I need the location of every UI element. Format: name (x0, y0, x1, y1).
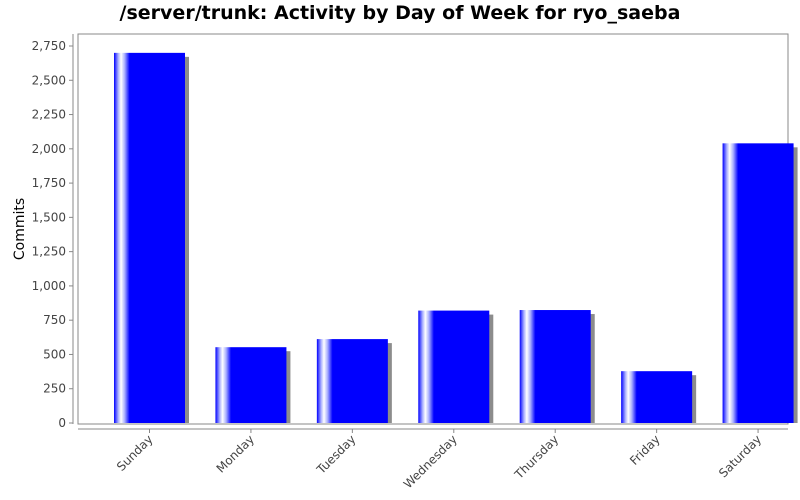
y-tick-label: 2,250 (32, 108, 66, 122)
y-tick-label: 500 (43, 347, 66, 361)
bar-wednesday (418, 310, 490, 423)
x-tick-label: Saturday (716, 432, 764, 480)
x-tick-label: Thursday (511, 432, 561, 482)
chart-title: /server/trunk: Activity by Day of Week f… (119, 2, 681, 24)
bar-saturday (722, 143, 794, 424)
bar-monday (215, 347, 287, 423)
y-tick-label: 750 (43, 313, 66, 327)
bar-friday (621, 371, 693, 423)
y-tick-label: 2,500 (32, 73, 66, 87)
y-tick-label: 1,250 (32, 245, 66, 259)
y-tick-label: 1,000 (32, 279, 66, 293)
y-axis: 0 250 500 750 1,000 1,250 1,500 1,750 2,000 2,250… (32, 34, 74, 430)
bar-sunday (114, 52, 185, 423)
bar-tuesday (316, 339, 388, 423)
y-tick-label: 2,000 (32, 142, 66, 156)
x-tick-label: Friday (627, 432, 663, 468)
y-tick-label: 1,500 (32, 210, 66, 224)
x-tick-label: Tuesday (313, 432, 358, 477)
x-tick-label: Wednesday (401, 432, 460, 491)
x-axis: Sunday Monday Tuesday Wednesday Thursday Frid… (78, 428, 788, 491)
x-tick-label: Sunday (114, 432, 156, 474)
bar-thursday (519, 310, 591, 423)
y-axis-label: Commits (12, 198, 28, 260)
y-tick-label: 2,750 (32, 39, 66, 53)
y-tick-label: 250 (43, 382, 66, 396)
bars-group (114, 52, 798, 424)
y-tick-label: 1,750 (32, 176, 66, 190)
x-tick-label: Monday (214, 432, 257, 475)
y-tick-label: 0 (58, 416, 66, 430)
